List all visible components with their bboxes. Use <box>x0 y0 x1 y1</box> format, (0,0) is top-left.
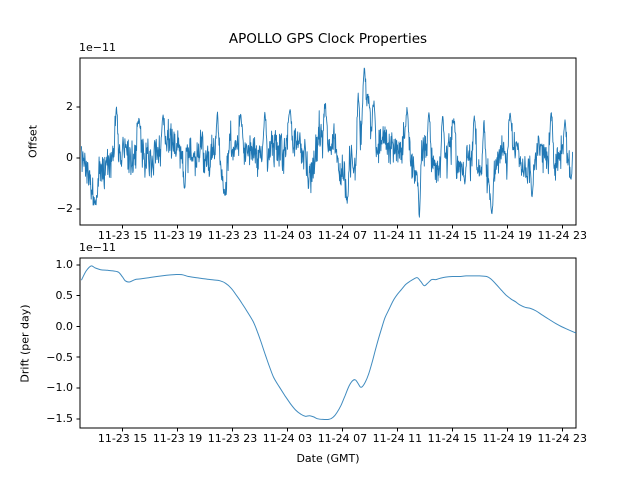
offset-plot-border <box>79 57 577 226</box>
y-tick-label: −2 <box>56 202 73 216</box>
x-tick-label: 11-24 23 <box>537 229 587 242</box>
y-tick-label: 1.0 <box>55 258 74 272</box>
drift-scale-factor: 1e−11 <box>79 241 116 254</box>
x-tick-label: 11-24 19 <box>482 432 533 445</box>
x-tick-label: 11-24 07 <box>317 229 368 242</box>
y-tick-label: 0 <box>66 151 73 165</box>
x-tick-label: 11-24 11 <box>372 229 423 242</box>
x-tick-label: 11-23 15 <box>97 229 148 242</box>
x-tick-label: 11-23 15 <box>97 432 148 445</box>
x-tick-label: 11-23 19 <box>152 432 203 445</box>
drift-series-line <box>80 265 577 421</box>
x-tick-label: 11-24 03 <box>262 432 313 445</box>
x-tick-label: 11-24 23 <box>537 432 587 445</box>
x-tick-label: 11-23 23 <box>207 229 258 242</box>
offset-scale-factor: 1e−11 <box>79 41 116 54</box>
x-tick-label: 11-24 07 <box>317 432 368 445</box>
y-tick-label: −0.5 <box>46 350 73 364</box>
drift-plot-border <box>79 257 577 429</box>
x-tick-label: 11-24 15 <box>427 432 478 445</box>
offset-series-line <box>80 67 574 218</box>
x-tick-label: 11-23 19 <box>152 229 203 242</box>
x-tick-label: 11-24 03 <box>262 229 313 242</box>
x-tick-label: 11-24 11 <box>372 432 423 445</box>
y-tick-label: −1.0 <box>46 381 73 395</box>
x-tick-label: 11-24 15 <box>427 229 478 242</box>
y-tick-label: 0.0 <box>55 319 74 333</box>
y-tick-label: 2 <box>66 100 73 114</box>
x-axis-label: Date (GMT) <box>296 452 360 465</box>
x-tick-label: 11-23 23 <box>207 432 258 445</box>
y-tick-label: −1.5 <box>46 412 73 426</box>
chart-title: APOLLO GPS Clock Properties <box>228 31 428 47</box>
y-tick-label: 0.5 <box>55 289 74 303</box>
x-tick-label: 11-24 19 <box>482 229 533 242</box>
